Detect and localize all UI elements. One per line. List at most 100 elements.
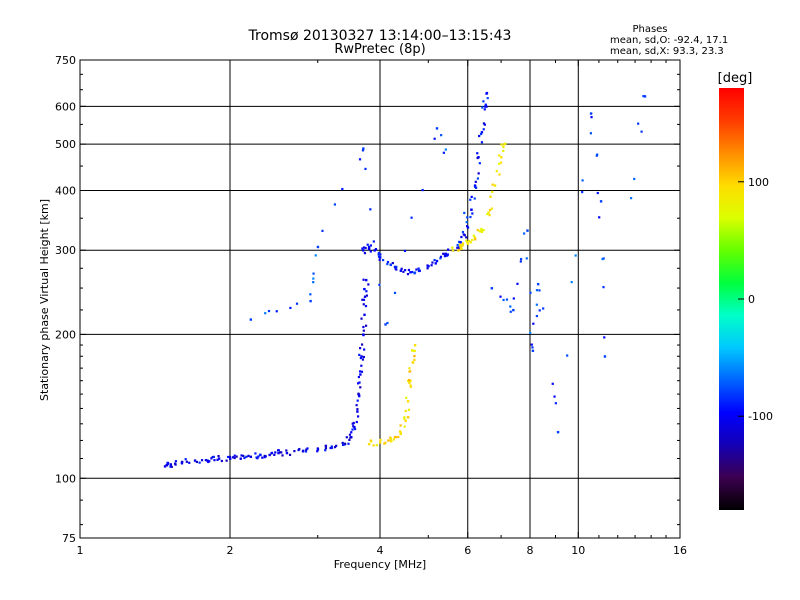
data-point bbox=[259, 453, 262, 456]
data-point bbox=[483, 108, 486, 111]
data-point bbox=[459, 245, 462, 249]
data-point bbox=[379, 441, 382, 444]
data-point bbox=[404, 409, 407, 413]
data-point bbox=[249, 455, 253, 459]
data-point bbox=[378, 258, 381, 261]
data-point bbox=[519, 260, 522, 263]
data-point bbox=[480, 230, 483, 234]
data-point bbox=[488, 214, 491, 217]
data-point bbox=[509, 305, 512, 308]
data-point bbox=[367, 442, 371, 446]
data-point bbox=[505, 298, 509, 301]
data-point bbox=[596, 191, 599, 195]
data-point bbox=[402, 270, 405, 273]
data-point bbox=[281, 454, 284, 457]
data-point bbox=[363, 288, 366, 291]
data-point bbox=[411, 349, 414, 352]
data-point bbox=[306, 447, 309, 450]
data-point bbox=[461, 244, 464, 247]
data-point bbox=[407, 408, 411, 411]
y-tick-label: 75 bbox=[62, 532, 76, 545]
data-point bbox=[367, 283, 370, 286]
x-tick-label: 16 bbox=[673, 544, 687, 557]
data-point bbox=[500, 143, 503, 146]
data-point bbox=[476, 177, 480, 180]
data-point bbox=[279, 451, 282, 454]
x-tick-label: 2 bbox=[227, 544, 234, 557]
data-point bbox=[490, 207, 493, 210]
data-point bbox=[273, 453, 276, 456]
data-point bbox=[366, 243, 369, 246]
data-point bbox=[384, 323, 387, 326]
data-point bbox=[356, 408, 359, 411]
data-point bbox=[602, 286, 605, 289]
data-point bbox=[556, 430, 560, 434]
data-point bbox=[404, 269, 407, 272]
data-point bbox=[474, 185, 477, 189]
data-point bbox=[465, 239, 468, 242]
data-point bbox=[602, 257, 605, 260]
data-point bbox=[263, 454, 266, 458]
chart-title: Tromsø 20130327 13:14:00–13:15:43 bbox=[248, 28, 512, 44]
data-point bbox=[461, 230, 465, 234]
data-point bbox=[485, 105, 488, 108]
data-point bbox=[405, 396, 408, 399]
data-point bbox=[439, 255, 443, 258]
data-point bbox=[535, 303, 538, 306]
data-point bbox=[309, 299, 312, 303]
data-point bbox=[387, 439, 390, 442]
data-point bbox=[289, 306, 292, 310]
data-point bbox=[352, 425, 355, 428]
data-point bbox=[409, 379, 412, 383]
data-point bbox=[383, 442, 386, 445]
data-point bbox=[362, 329, 365, 332]
data-point bbox=[536, 282, 540, 286]
data-point bbox=[390, 440, 393, 443]
data-point bbox=[435, 127, 439, 130]
data-points bbox=[163, 91, 647, 468]
data-point bbox=[478, 162, 481, 165]
data-point bbox=[288, 453, 292, 456]
data-point bbox=[637, 122, 640, 125]
data-point bbox=[312, 281, 315, 284]
data-point bbox=[407, 416, 410, 419]
data-point bbox=[375, 444, 378, 447]
data-point bbox=[345, 436, 348, 439]
y-tick-label: 300 bbox=[55, 244, 76, 257]
data-point bbox=[277, 449, 280, 452]
data-point bbox=[361, 247, 364, 250]
data-point bbox=[476, 156, 479, 160]
data-point bbox=[342, 443, 345, 447]
data-point bbox=[491, 183, 494, 186]
data-point bbox=[359, 386, 362, 389]
data-point bbox=[330, 445, 333, 448]
data-point bbox=[451, 246, 454, 249]
data-point bbox=[480, 229, 484, 232]
data-point bbox=[531, 349, 535, 352]
data-point bbox=[525, 257, 528, 260]
data-point bbox=[362, 325, 365, 329]
data-point bbox=[184, 458, 187, 461]
data-point bbox=[596, 153, 599, 156]
data-point bbox=[478, 230, 481, 233]
data-point bbox=[482, 128, 485, 131]
data-point bbox=[500, 156, 503, 159]
data-point bbox=[629, 197, 633, 200]
data-point bbox=[174, 460, 178, 463]
data-point bbox=[433, 137, 436, 140]
data-point bbox=[362, 278, 365, 281]
data-point bbox=[482, 229, 485, 232]
data-point bbox=[301, 450, 305, 453]
data-point bbox=[493, 184, 497, 187]
data-point bbox=[369, 244, 372, 247]
data-point bbox=[254, 452, 257, 455]
data-point bbox=[285, 451, 289, 455]
data-point bbox=[502, 298, 505, 302]
data-point bbox=[216, 458, 219, 461]
data-point bbox=[535, 289, 539, 292]
data-point bbox=[210, 457, 213, 460]
data-point bbox=[217, 454, 220, 458]
data-point bbox=[470, 195, 473, 198]
data-point bbox=[474, 180, 477, 183]
